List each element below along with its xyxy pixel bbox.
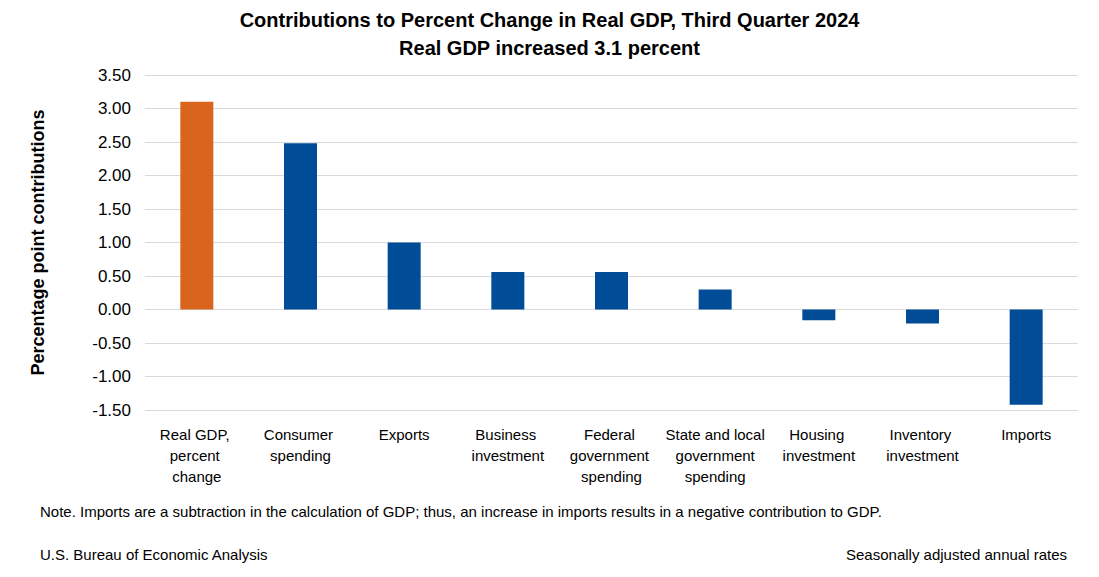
- svg-text:Consumer: Consumer: [264, 426, 337, 443]
- svg-text:0.00: 0.00: [98, 300, 131, 319]
- svg-text:spending: spending: [685, 468, 746, 485]
- svg-text:-1.50: -1.50: [92, 401, 131, 420]
- svg-text:Business: Business: [475, 426, 540, 443]
- svg-text:State and local: State and local: [666, 426, 765, 443]
- svg-text:1.00: 1.00: [98, 233, 131, 252]
- svg-text:2.50: 2.50: [98, 133, 131, 152]
- svg-text:Percentage point contributions: Percentage point contributions: [28, 109, 48, 375]
- svg-text:-0.50: -0.50: [92, 334, 131, 353]
- svg-text:3.50: 3.50: [98, 66, 131, 85]
- svg-text:U.S. Bureau of Economic Analys: U.S. Bureau of Economic Analysis: [40, 546, 268, 563]
- svg-text:Real GDP increased 3.1 percent: Real GDP increased 3.1 percent: [399, 37, 700, 59]
- svg-text:0.50: 0.50: [98, 267, 131, 286]
- svg-text:Seasonally adjusted annual rat: Seasonally adjusted annual rates: [846, 546, 1067, 563]
- svg-text:Exports: Exports: [379, 426, 430, 443]
- svg-text:change: change: [172, 468, 221, 485]
- svg-text:spending: spending: [270, 447, 331, 464]
- svg-text:1.50: 1.50: [98, 200, 131, 219]
- svg-text:Federal: Federal: [584, 426, 639, 443]
- svg-text:spending: spending: [581, 468, 642, 485]
- svg-text:government: government: [671, 447, 759, 464]
- svg-text:3.00: 3.00: [98, 99, 131, 118]
- svg-text:Note. Imports are a subtractio: Note. Imports are a subtraction in the c…: [40, 503, 882, 520]
- svg-text:Housing: Housing: [789, 426, 848, 443]
- svg-text:investment: investment: [886, 447, 959, 464]
- svg-text:-1.00: -1.00: [92, 367, 131, 386]
- svg-text:Real GDP,: Real GDP,: [160, 426, 234, 443]
- svg-text:Inventory: Inventory: [890, 426, 956, 443]
- svg-text:percent: percent: [170, 447, 224, 464]
- svg-text:Imports: Imports: [1001, 426, 1051, 443]
- svg-text:Contributions to Percent Chang: Contributions to Percent Change in Real …: [240, 9, 861, 31]
- svg-text:investment: investment: [783, 447, 856, 464]
- svg-text:investment: investment: [472, 447, 545, 464]
- svg-text:2.00: 2.00: [98, 166, 131, 185]
- svg-text:government: government: [570, 447, 653, 464]
